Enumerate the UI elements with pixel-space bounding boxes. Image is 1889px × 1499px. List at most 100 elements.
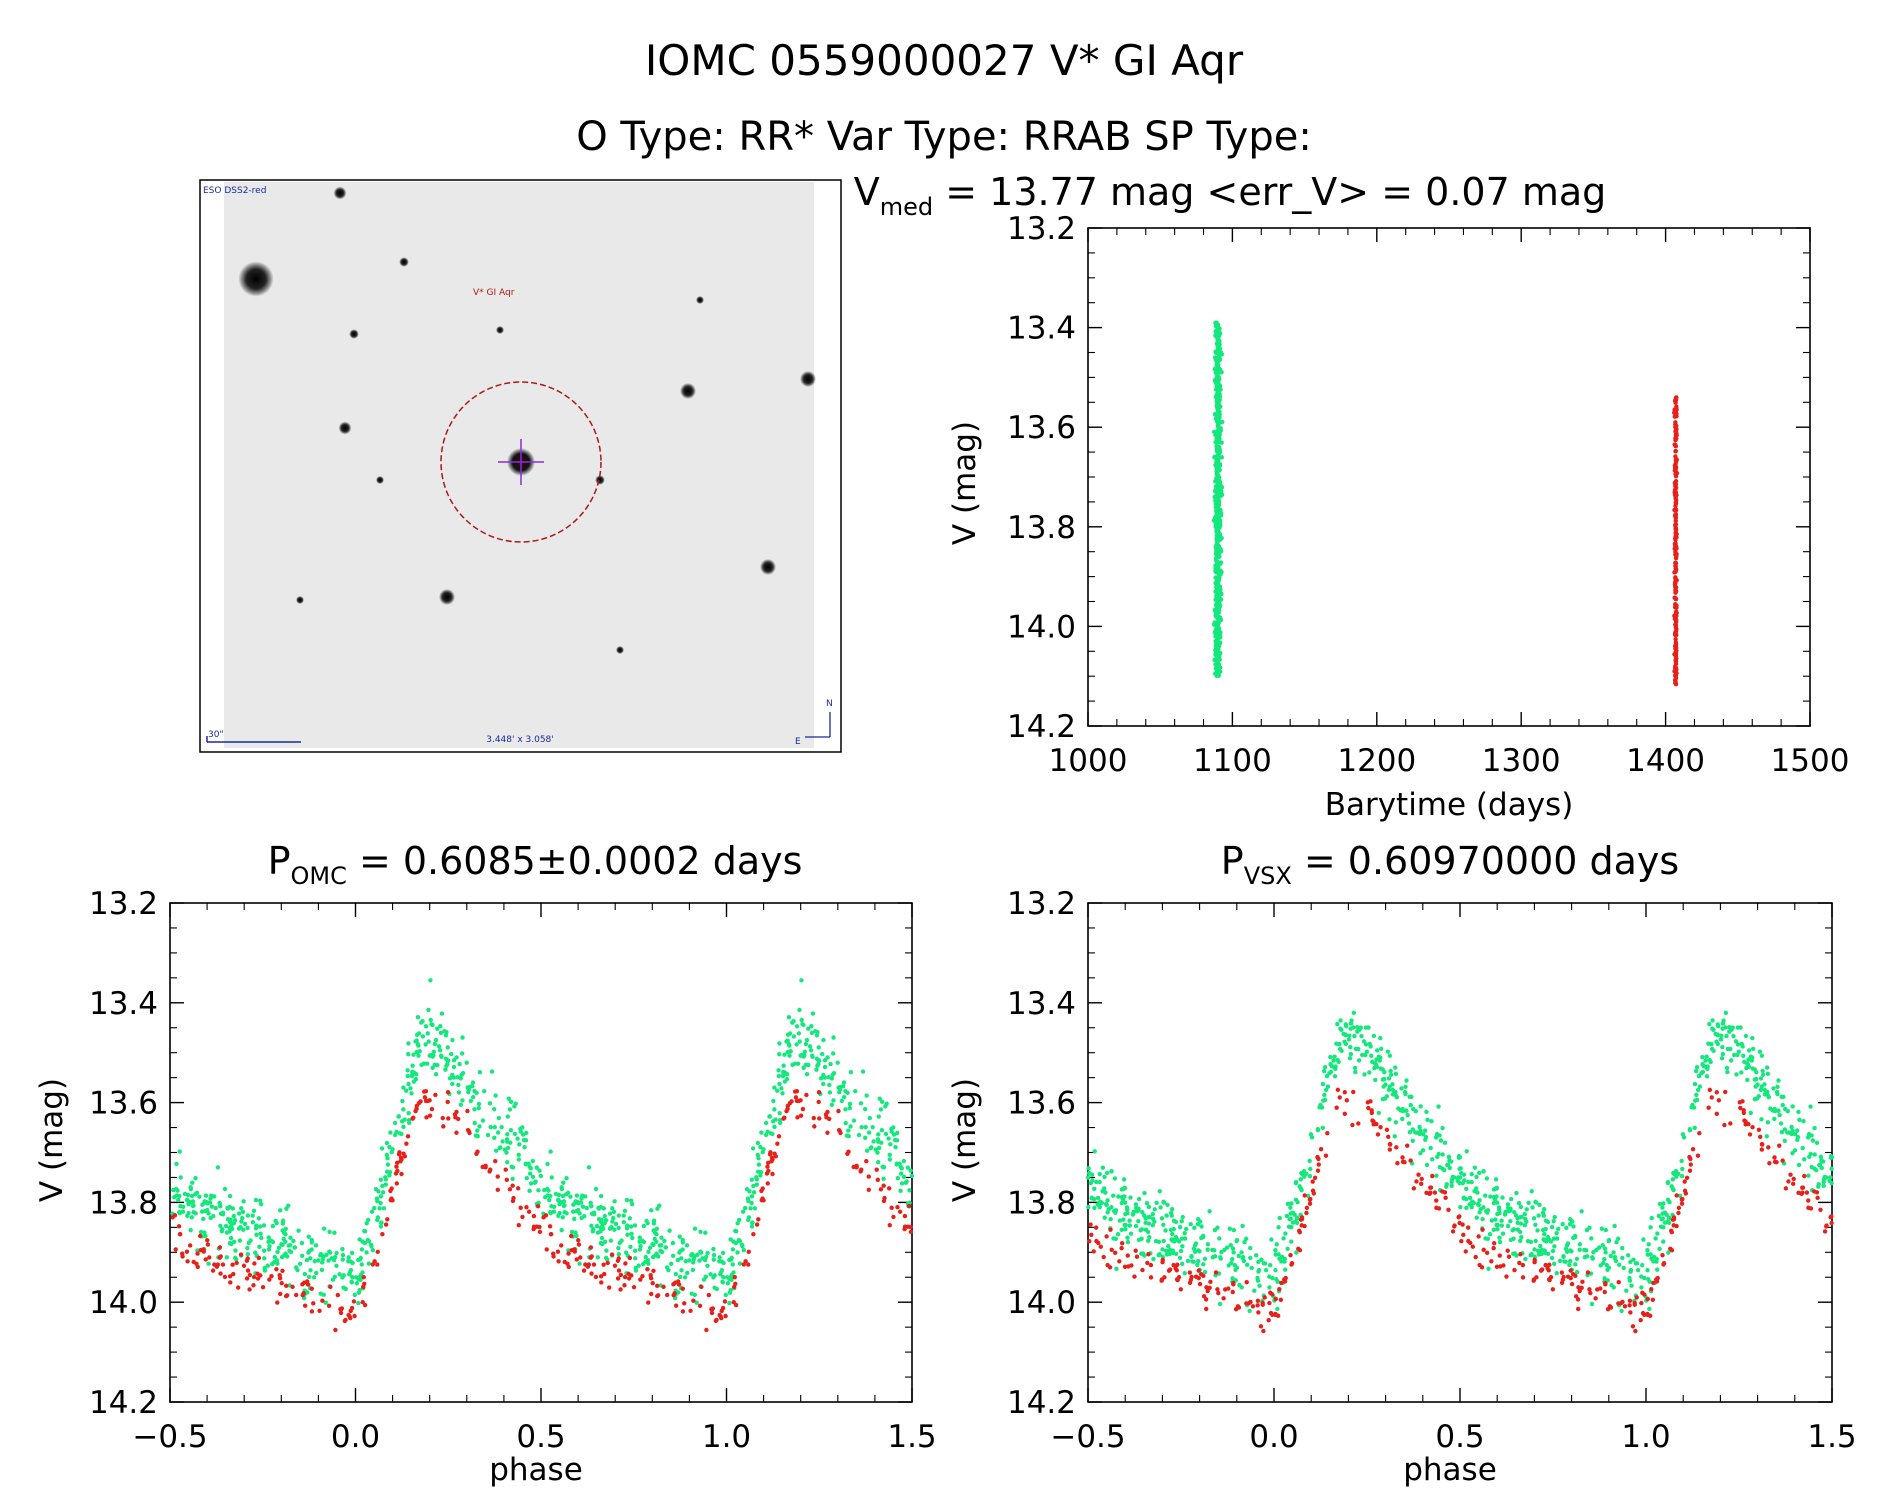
phase-omc-point-green <box>624 1250 629 1255</box>
phase-omc-point-green <box>831 1098 836 1103</box>
phase-vsx-point-green <box>1239 1250 1244 1255</box>
phase-omc-point-red <box>504 1177 510 1183</box>
phase-vsx-point-green <box>1229 1260 1234 1266</box>
phase-vsx-point-red <box>1741 1108 1746 1113</box>
lightcurve-point-red <box>1673 603 1678 609</box>
phase-omc-point-red <box>593 1274 599 1280</box>
phase-omc-point-red <box>227 1274 233 1279</box>
phase-vsx-point-green <box>1711 1048 1716 1054</box>
phase-omc-panel: −0.5 0.0 0.5 1.0 1.513.213.413.613.814.014.2… <box>34 839 937 1488</box>
phase-omc-point-green <box>429 1021 434 1027</box>
phase-omc-point-green <box>608 1238 614 1243</box>
phase-omc-point-green <box>383 1175 388 1180</box>
phase-omc-point-red <box>423 1089 429 1094</box>
lightcurve-point-green <box>1216 669 1221 675</box>
phase-omc-point-green <box>283 1232 288 1237</box>
phase-vsx-frame <box>1087 902 1833 1403</box>
phase-omc-point-red <box>629 1273 634 1278</box>
phase-omc-point-green <box>340 1246 345 1252</box>
phase-omc-point-green <box>588 1204 594 1209</box>
phase-omc-point-green <box>491 1106 497 1112</box>
phase-omc-point-red <box>326 1303 332 1309</box>
phase-omc-point-green <box>406 1081 411 1087</box>
phase-omc-point-green <box>288 1235 293 1240</box>
phase-omc-point-green <box>174 1186 179 1192</box>
phase-omc-point-green <box>657 1203 662 1208</box>
lightcurve-point-green <box>1213 638 1218 644</box>
phase-vsx-point-green <box>1289 1201 1294 1206</box>
phase-omc-point-red <box>765 1181 770 1186</box>
field-star <box>439 589 455 605</box>
phase-omc-point-green <box>465 1085 470 1090</box>
lightcurve-point-green <box>1213 551 1219 557</box>
phase-omc-point-green <box>207 1200 213 1205</box>
phase-omc-point-green <box>756 1162 762 1167</box>
phase-omc-point-green <box>891 1132 897 1137</box>
phase-omc-point-red <box>627 1255 633 1261</box>
phase-vsx-point-green <box>1205 1247 1210 1252</box>
phase-vsx-point-green <box>1307 1158 1312 1164</box>
phase-vsx-point-green <box>1764 1134 1769 1139</box>
phase-omc-point-green <box>327 1249 332 1254</box>
phase-omc-point-green <box>299 1240 305 1246</box>
phase-omc-point-green <box>559 1227 564 1233</box>
phase-omc-point-green <box>755 1140 761 1146</box>
phase-vsx-point-green <box>1700 1054 1705 1060</box>
lightcurve-point-green <box>1216 616 1221 622</box>
phase-omc-point-red <box>535 1203 541 1209</box>
phase-vsx-point-green <box>1483 1236 1488 1241</box>
phase-omc-point-red <box>585 1264 591 1269</box>
phase-vsx-point-red <box>1650 1297 1656 1302</box>
phase-omc-point-green <box>670 1240 676 1246</box>
phase-vsx-point-red <box>1098 1244 1104 1249</box>
phase-vsx-point-red <box>1256 1310 1261 1315</box>
phase-vsx-point-red <box>1668 1246 1673 1251</box>
phase-vsx-point-red <box>1310 1188 1316 1193</box>
phase-vsx-point-green <box>1275 1306 1280 1312</box>
phase-omc-point-green <box>306 1274 312 1280</box>
lightcurve-point-red <box>1673 666 1679 671</box>
phase-omc-point-green <box>334 1263 339 1268</box>
phase-vsx-point-green <box>1410 1138 1415 1144</box>
phase-vsx-point-green <box>1657 1246 1662 1252</box>
phase-vsx-point-red <box>1759 1141 1765 1147</box>
phase-vsx-point-green <box>1249 1265 1254 1271</box>
phase-omc-point-green <box>815 1063 820 1069</box>
phase-vsx-point-green <box>1568 1258 1573 1264</box>
phase-omc-point-green <box>496 1115 502 1121</box>
phase-omc-point-green <box>880 1164 885 1169</box>
phase-omc-point-green <box>309 1237 314 1243</box>
phase-vsx-point-red <box>1661 1262 1666 1267</box>
phase-omc-point-red <box>581 1268 587 1273</box>
phase-omc-point-green <box>907 1188 912 1193</box>
lightcurve-point-red <box>1673 640 1679 645</box>
phase-omc-point-red <box>864 1158 869 1164</box>
phase-vsx-point-red <box>1159 1277 1165 1282</box>
phase-omc-point-green <box>250 1219 256 1225</box>
phase-vsx-point-red <box>1550 1287 1556 1292</box>
phase-omc-point-green <box>242 1221 248 1227</box>
phase-omc-point-red <box>518 1205 523 1210</box>
phase-omc-point-green <box>435 1026 440 1031</box>
phase-omc-point-green <box>786 1015 792 1020</box>
phase-vsx-point-red <box>1728 1121 1733 1126</box>
lightcurve-point-red <box>1673 537 1678 542</box>
phase-omc-point-green <box>359 1247 365 1252</box>
phase-omc-point-red <box>866 1187 871 1192</box>
phase-omc-point-green <box>227 1193 233 1199</box>
phase-omc-point-green <box>835 1060 840 1065</box>
phase-vsx-point-green <box>1184 1226 1189 1232</box>
phase-omc-point-green <box>267 1244 272 1249</box>
phase-omc-point-green <box>664 1265 670 1270</box>
lightcurve-point-green <box>1218 560 1223 566</box>
phase-omc-point-red <box>269 1273 274 1279</box>
phase-vsx-point-green <box>1392 1134 1397 1139</box>
phase-vsx-point-green <box>1666 1216 1672 1221</box>
figure-title: IOMC 0559000027 V* GI Aqr <box>645 36 1244 85</box>
phase-vsx-point-red <box>1093 1225 1099 1230</box>
phase-omc-point-red <box>784 1108 789 1114</box>
phase-vsx-point-green <box>1762 1082 1767 1087</box>
phase-vsx-point-green <box>1119 1227 1124 1232</box>
phase-vsx-point-green <box>1130 1211 1136 1216</box>
phase-vsx-xtick-label: 0.5 <box>1435 1419 1484 1455</box>
